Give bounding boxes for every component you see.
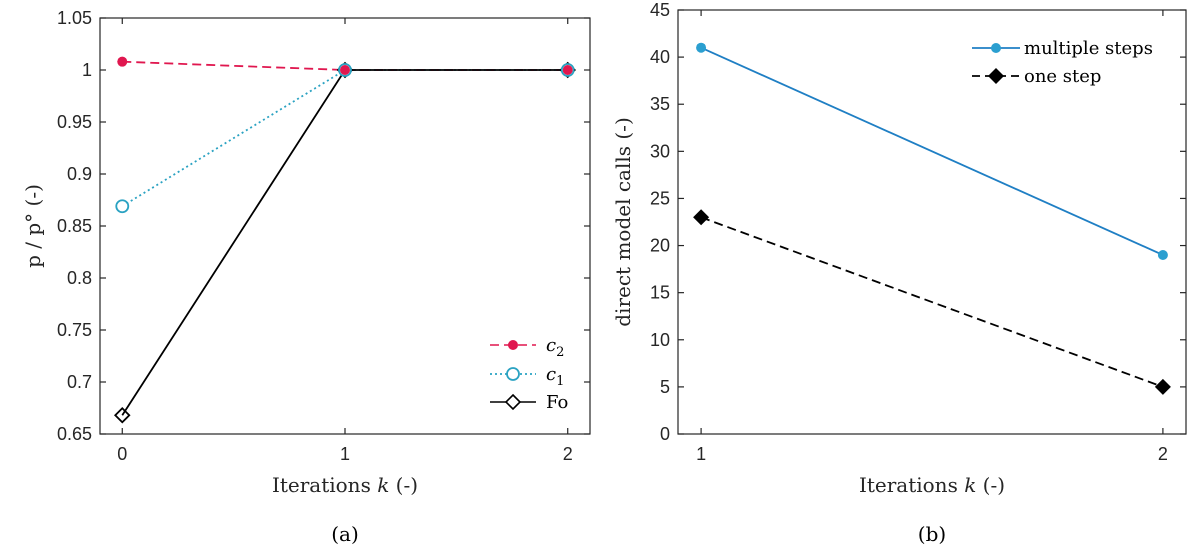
data-point-one-step — [693, 209, 710, 226]
y-tick-label: 5 — [660, 377, 670, 397]
legend-marker-c1 — [506, 367, 520, 381]
x-tick-label: 2 — [1158, 444, 1168, 464]
legend-label-one-step: one step — [1024, 66, 1101, 87]
y-tick-label: 35 — [650, 94, 670, 114]
legend-a: c2 c1 Fo — [490, 335, 568, 413]
legend-entry-c1: c1 — [490, 364, 564, 389]
panel-a: 0.65 0.7 0.75 0.8 0.85 0.9 0.95 1 1.05 0 1 2 Itera… — [21, 8, 591, 546]
legend-label-multiple-steps: multiple steps — [1024, 38, 1153, 59]
y-tick-label: 0.75 — [57, 320, 92, 340]
y-tick-label: 0.7 — [67, 372, 92, 392]
y-tick-label: 0.95 — [57, 112, 92, 132]
x-tick-label: 2 — [563, 444, 573, 464]
data-point-one-step — [1154, 378, 1171, 395]
x-tick-labels-a: 0 1 2 — [117, 444, 572, 464]
data-point-c2 — [562, 65, 573, 75]
legend-entry-one-step: one step — [972, 66, 1101, 87]
caption-b: (b) — [918, 522, 946, 546]
legend-marker-one-step — [988, 68, 1004, 84]
y-tick-label: 0 — [660, 424, 670, 444]
y-tick-label: 0.85 — [57, 216, 92, 236]
legend-label-c1: c1 — [546, 364, 564, 389]
data-point-fo — [114, 407, 131, 424]
series-markers-b — [693, 42, 1171, 395]
series-line-fo — [121, 69, 568, 416]
x-axis-label-a: Iterations k (-) — [272, 473, 418, 497]
series-line-multiple-steps — [700, 46, 1164, 256]
legend-label-c2: c2 — [546, 335, 564, 360]
data-point-multiple-steps — [696, 42, 707, 53]
x-tick-label: 0 — [117, 444, 127, 464]
caption-a: (a) — [331, 522, 359, 546]
legend-marker-fo — [504, 393, 522, 411]
legend-entry-c2: c2 — [490, 335, 564, 360]
series-markers-a — [114, 56, 576, 424]
legend-b: multiple steps one step — [972, 38, 1153, 87]
legend-marker-multiple-steps — [991, 43, 1001, 53]
y-tick-label: 20 — [650, 236, 670, 256]
y-tick-label: 10 — [650, 330, 670, 350]
data-point-c2 — [117, 56, 128, 67]
y-tick-label: 15 — [650, 283, 670, 303]
tick-marks-b — [678, 9, 1186, 435]
data-point-c2 — [340, 65, 350, 75]
y-tick-label: 0.65 — [57, 424, 92, 444]
y-tick-label: 1 — [82, 60, 92, 80]
y-axis-label-a: p / p° (-) — [21, 184, 45, 268]
y-tick-label: 1.05 — [57, 8, 92, 28]
y-tick-label: 30 — [650, 141, 670, 161]
y-tick-label: 45 — [650, 0, 670, 20]
y-tick-label: 0.9 — [67, 164, 92, 184]
y-axis-label-b: direct model calls (-) — [611, 117, 635, 327]
data-point-c1 — [115, 199, 130, 214]
y-tick-labels-a: 0.65 0.7 0.75 0.8 0.85 0.9 0.95 1 1.05 — [57, 8, 92, 444]
plot-frame-b — [677, 9, 1187, 435]
series-lines-b — [700, 46, 1164, 388]
series-lines-a — [121, 60, 568, 416]
data-point-multiple-steps — [1157, 249, 1168, 260]
x-axis-label-b: Iterations k (-) — [859, 473, 1005, 497]
legend-entry-fo: Fo — [490, 392, 568, 413]
legend-entry-multiple-steps: multiple steps — [972, 38, 1153, 59]
x-tick-label: 1 — [340, 444, 350, 464]
x-tick-label: 1 — [696, 444, 706, 464]
y-tick-labels-b: 0 5 10 15 20 25 30 35 40 45 — [650, 0, 670, 444]
tick-marks-a — [100, 17, 590, 435]
y-tick-label: 40 — [650, 47, 670, 67]
y-tick-label: 25 — [650, 188, 670, 208]
series-line-one-step — [700, 216, 1164, 388]
y-tick-label: 0.8 — [67, 268, 92, 288]
series-line-c1 — [121, 69, 568, 208]
legend-marker-c2 — [508, 340, 518, 350]
legend-label-fo: Fo — [546, 392, 568, 413]
